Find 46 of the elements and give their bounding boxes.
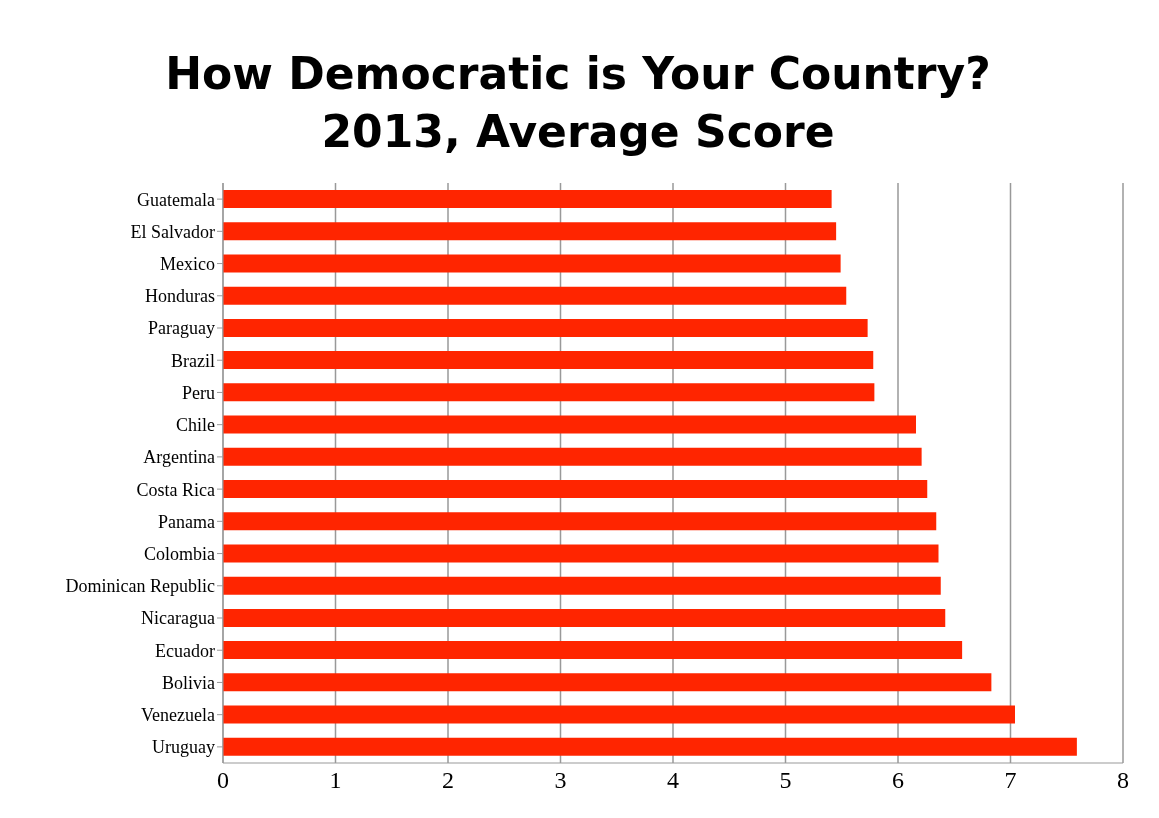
bar: [223, 254, 841, 273]
x-tick-label: 7: [1004, 767, 1017, 794]
y-tick-label: Colombia: [144, 543, 216, 564]
y-tick-label: Honduras: [145, 286, 215, 307]
y-tick-label: Argentina: [143, 447, 215, 468]
y-tick-label: Nicaragua: [141, 608, 216, 629]
y-tick-label: Guatemala: [137, 189, 215, 210]
bar: [223, 673, 992, 692]
x-tick-label: 0: [217, 767, 229, 794]
y-tick-label: El Salvador: [130, 221, 215, 242]
x-tick-label: 6: [892, 767, 904, 794]
y-tick-label: Mexico: [160, 253, 215, 274]
y-tick-label: Uruguay: [152, 737, 215, 758]
y-tick-label: Ecuador: [155, 640, 215, 661]
y-tick-label: Dominican Republic: [65, 576, 216, 597]
x-tick-label: 3: [554, 767, 567, 794]
chart-title: How Democratic is Your Country? 2013, Average Score: [164, 47, 992, 159]
y-tick-label: Chile: [176, 415, 216, 436]
x-tick-label: 8: [1117, 767, 1129, 794]
y-tick-label: Brazil: [171, 350, 215, 371]
bar: [223, 318, 868, 337]
y-tick-label: Venezuela: [141, 705, 216, 726]
bar: [223, 608, 946, 627]
x-tick-label: 4: [667, 767, 679, 794]
y-tick-label: Panama: [158, 511, 216, 532]
bar: [223, 576, 941, 595]
x-tick-label: 2: [442, 767, 454, 794]
bar: [223, 383, 875, 402]
y-tick-label: Costa Rica: [136, 479, 215, 500]
bar: [223, 286, 847, 305]
bar: [223, 222, 837, 241]
y-tick-label: Bolivia: [162, 672, 216, 693]
bar: [223, 705, 1015, 724]
bar: [223, 737, 1077, 756]
bar: [223, 512, 937, 531]
bar: [223, 544, 939, 563]
x-tick-label: 5: [779, 767, 792, 794]
bar: [223, 641, 963, 660]
bar: [223, 351, 874, 370]
x-tick-label: 1: [329, 767, 342, 794]
bar: [223, 190, 832, 208]
bar: [223, 415, 916, 434]
bar: [223, 447, 922, 466]
y-tick-label: Peru: [182, 382, 215, 403]
bar: [223, 480, 928, 498]
y-tick-label: Paraguay: [148, 318, 215, 339]
